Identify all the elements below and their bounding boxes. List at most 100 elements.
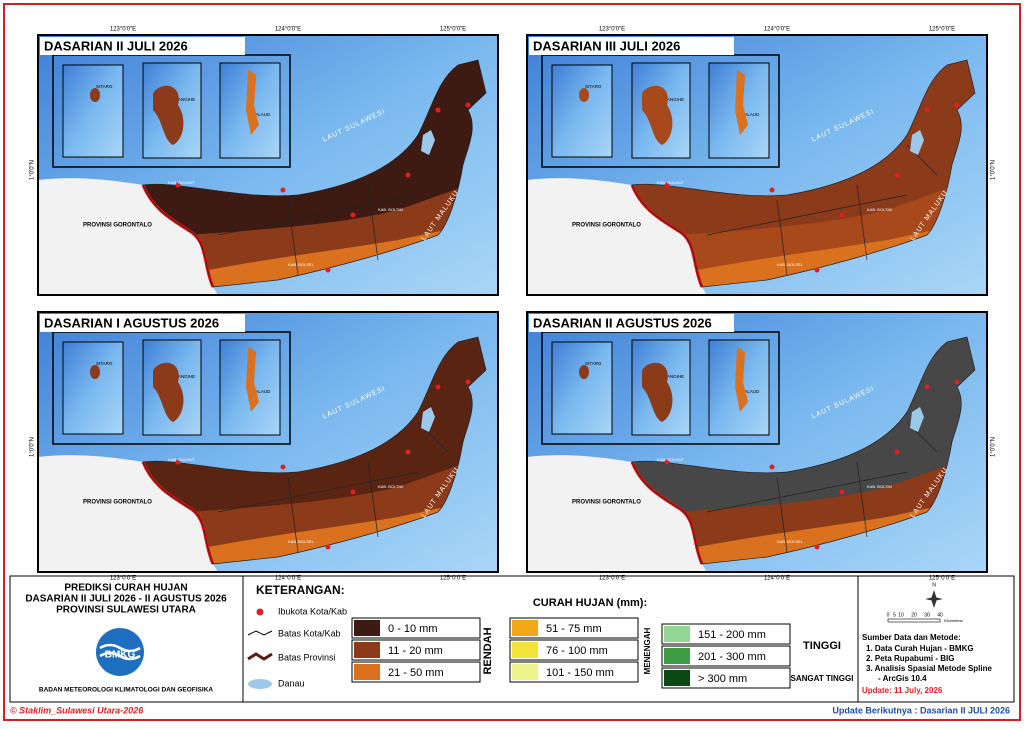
longitude-label: 124°0'0"E — [275, 27, 301, 33]
class-swatch — [351, 661, 481, 683]
legend-item: Ibukota Kota/Kab — [278, 606, 347, 616]
class-label: 21 - 50 mm — [388, 667, 444, 679]
footer-right: Update Berikutnya : Dasarian II JULI 202… — [832, 705, 1010, 715]
panel-title: DASARIAN I AGUSTUS 2026 — [44, 315, 219, 330]
longitude-label: 125°0'0"E — [440, 576, 466, 582]
capital-dot — [435, 384, 441, 390]
longitude-label: 123°0'0"E — [110, 27, 136, 33]
regency-label: KAB. BOLMUT — [657, 457, 684, 462]
longitude-label: 123°0'0"E — [599, 27, 625, 33]
lake — [910, 130, 924, 155]
capital-symbol — [256, 608, 264, 616]
island — [153, 362, 184, 422]
island — [90, 88, 100, 102]
capital-dot — [280, 187, 286, 193]
capital-dot — [350, 489, 356, 495]
class-label: 101 - 150 mm — [546, 667, 614, 679]
latitude-label: 1°0'0"N — [991, 160, 997, 180]
class-color — [512, 620, 538, 636]
inset-label: TALAUD — [742, 389, 760, 394]
latitude-label: 1°0'0"N — [991, 437, 997, 457]
inset-label: SANGIHE — [175, 374, 195, 379]
scale-tick: 20 — [911, 612, 917, 618]
latitude-label: 1°0'0"N — [30, 437, 36, 457]
island — [642, 85, 673, 145]
gorontalo-land — [527, 455, 707, 572]
district-borders — [631, 336, 976, 565]
gorontalo-land — [38, 455, 218, 572]
longitude-label: 123°0'0"E — [599, 576, 625, 582]
island — [735, 70, 748, 135]
capital-dot — [894, 449, 900, 455]
scale-tick: 40 — [937, 612, 943, 618]
group-label: SANGAT TINGGI — [791, 674, 854, 683]
province-label: PROVINSI GORONTALO — [83, 223, 152, 229]
title-bg — [40, 37, 245, 55]
regency-label: KAB. BOLMUT — [168, 180, 195, 185]
inset-label: SANGIHE — [175, 97, 195, 102]
island — [246, 347, 259, 412]
capital-dot — [664, 459, 670, 465]
legend-heading: KETERANGAN: — [256, 583, 345, 597]
class-color — [664, 626, 690, 642]
capital-dot — [435, 107, 441, 113]
map-panel: SITARO SANGIHE TALAUD DASARIAN I AGUSTUS 20… — [30, 311, 499, 582]
source-line: 1. Data Curah Hujan - BMKG — [866, 644, 974, 653]
scale-tick: 10 — [898, 612, 904, 618]
capital-dot — [769, 464, 775, 470]
class-label: 201 - 300 mm — [698, 651, 766, 663]
regency-label: KAB. BOLMUT — [168, 457, 195, 462]
panel-frame — [526, 311, 988, 573]
class-swatch — [351, 639, 481, 661]
lake — [421, 130, 435, 155]
class-swatch — [509, 661, 639, 683]
regency-label: KAB. BOLMUT — [657, 180, 684, 185]
legend-frame — [9, 575, 1015, 703]
district-borders — [142, 336, 487, 565]
panel-frame — [526, 34, 988, 296]
inset-label: SITARO — [585, 361, 602, 366]
class-color — [354, 620, 380, 636]
capital-dot — [465, 379, 471, 385]
class-swatch — [351, 617, 481, 639]
regency-label: KAB. BOLTIM — [867, 207, 892, 212]
footer-left: © Staklim_Sulawesi Utara-2026 — [10, 705, 144, 715]
island — [90, 365, 100, 379]
scale-bar — [887, 618, 941, 623]
inset-box — [551, 341, 613, 435]
regency-label: KAB. BOLSEL — [777, 539, 804, 544]
compass — [925, 590, 943, 608]
district-borders — [631, 59, 976, 288]
longitude-label: 125°0'0"E — [929, 27, 955, 33]
title-bg — [529, 37, 734, 55]
capital-dot — [325, 544, 331, 550]
scale-tick: 30 — [924, 612, 930, 618]
panel-title: DASARIAN II JULI 2026 — [44, 38, 188, 53]
update-date: Update: 11 July, 2026 — [862, 686, 943, 695]
source-line: 3. Analisis Spasial Metode Spline — [866, 664, 993, 673]
inset-box — [551, 64, 613, 158]
capital-dot — [894, 172, 900, 178]
capital-dot — [465, 102, 471, 108]
lake-symbol — [248, 679, 272, 689]
scale-tick: 5 — [893, 612, 896, 618]
capital-dot — [664, 182, 670, 188]
inset-label: TALAUD — [742, 112, 760, 117]
north: N — [932, 582, 936, 588]
panel-title: DASARIAN III JULI 2026 — [533, 38, 680, 53]
island — [246, 70, 259, 135]
district-borders — [142, 59, 487, 288]
logo-waves — [99, 643, 141, 661]
capital-dot — [325, 267, 331, 273]
class-label: 11 - 20 mm — [388, 645, 443, 657]
capital-dot — [839, 489, 845, 495]
capital-dot — [405, 172, 411, 178]
regency-label: KAB. BOLSEL — [777, 262, 804, 267]
inset-label: TALAUD — [253, 389, 271, 394]
class-swatch — [661, 645, 791, 667]
class-color — [354, 642, 380, 658]
sources-title: Sumber Data dan Metode: — [862, 633, 961, 642]
inset-label: SITARO — [96, 84, 113, 89]
capital-dot — [175, 459, 181, 465]
